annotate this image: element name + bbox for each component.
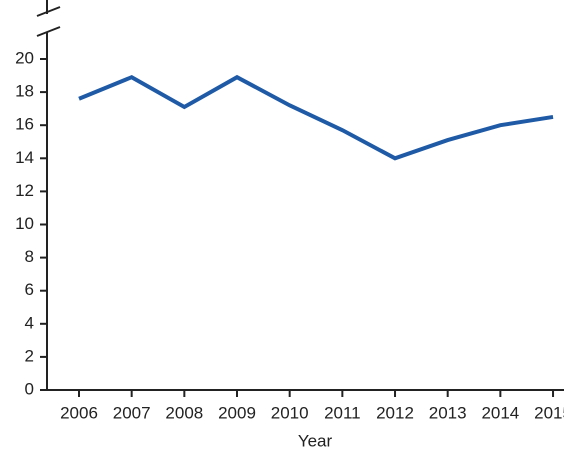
y-axis <box>36 0 564 391</box>
y-tick-label: 2 <box>25 346 34 365</box>
x-tick-label: 2007 <box>113 403 151 422</box>
data-line <box>78 74 554 161</box>
axis-break <box>36 26 61 37</box>
x-tick-label: 2012 <box>376 403 414 422</box>
x-tick-label: 2011 <box>324 403 361 422</box>
y-tick-label: 20 <box>15 48 34 67</box>
y-tick-label: 12 <box>15 181 34 200</box>
x-tick-label: 2013 <box>429 403 467 422</box>
x-tick-label: 2009 <box>218 403 256 422</box>
x-tick-label: 2006 <box>60 403 98 422</box>
x-tick-label: 2010 <box>271 403 309 422</box>
y-tick-label: 10 <box>15 214 34 233</box>
axis-break <box>36 6 61 17</box>
y-tick-label: 8 <box>25 247 34 266</box>
x-tick-label: 2014 <box>481 403 519 422</box>
y-tick-label: 4 <box>25 313 34 332</box>
y-tick-label: 0 <box>25 379 34 398</box>
y-tick-label: 18 <box>15 82 34 101</box>
x-axis-label: Year <box>298 431 333 449</box>
y-tick-label: 14 <box>15 148 34 167</box>
y-tick-label: 6 <box>25 280 34 299</box>
x-tick-label: 2015 <box>534 403 564 422</box>
y-tick-label: 16 <box>15 115 34 134</box>
x-tick-label: 2008 <box>165 403 203 422</box>
